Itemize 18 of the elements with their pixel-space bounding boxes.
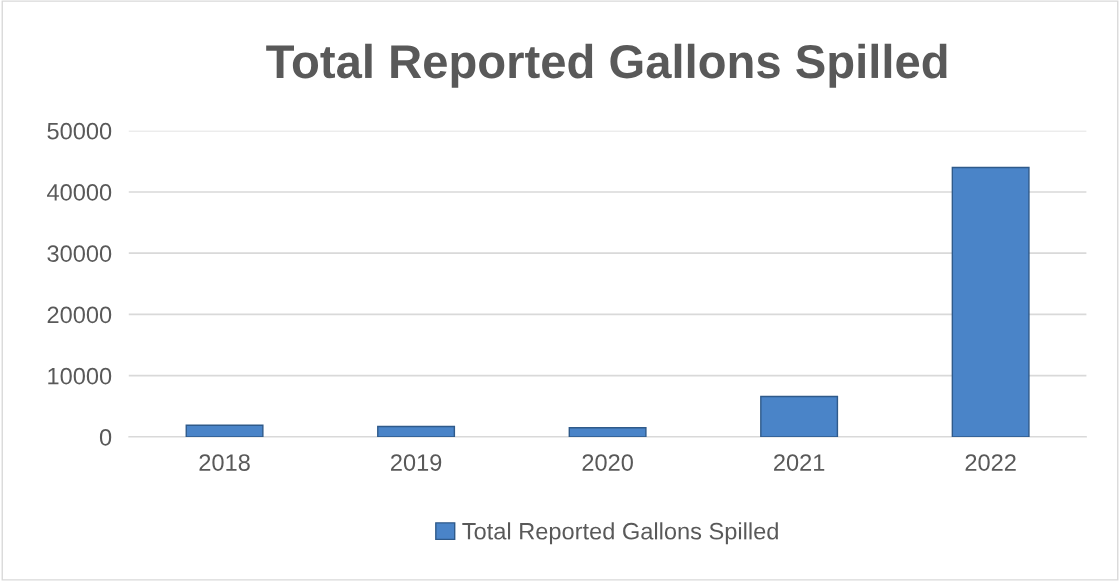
y-tick-label: 50000: [47, 122, 112, 140]
bar: [185, 424, 264, 437]
y-tick-label: 40000: [47, 184, 112, 201]
bar: [377, 425, 456, 437]
y-tick-label: 30000: [47, 245, 112, 262]
x-tick-label: 2022: [965, 454, 1016, 471]
y-tick-label: 20000: [47, 306, 112, 324]
chart-title: Total Reported Gallons Spilled: [266, 43, 947, 88]
x-tick-label: 2019: [391, 454, 442, 471]
legend-label: Total Reported Gallons Spilled: [462, 522, 778, 545]
bar: [568, 427, 647, 437]
x-tick-label: 2018: [199, 454, 250, 471]
y-tick-label: 10000: [48, 367, 112, 385]
bar: [951, 166, 1030, 437]
y-tick-label: 0: [99, 428, 112, 446]
x-tick-label: 2021: [774, 454, 825, 471]
bar: [760, 395, 839, 437]
x-tick-label: 2020: [582, 454, 633, 471]
